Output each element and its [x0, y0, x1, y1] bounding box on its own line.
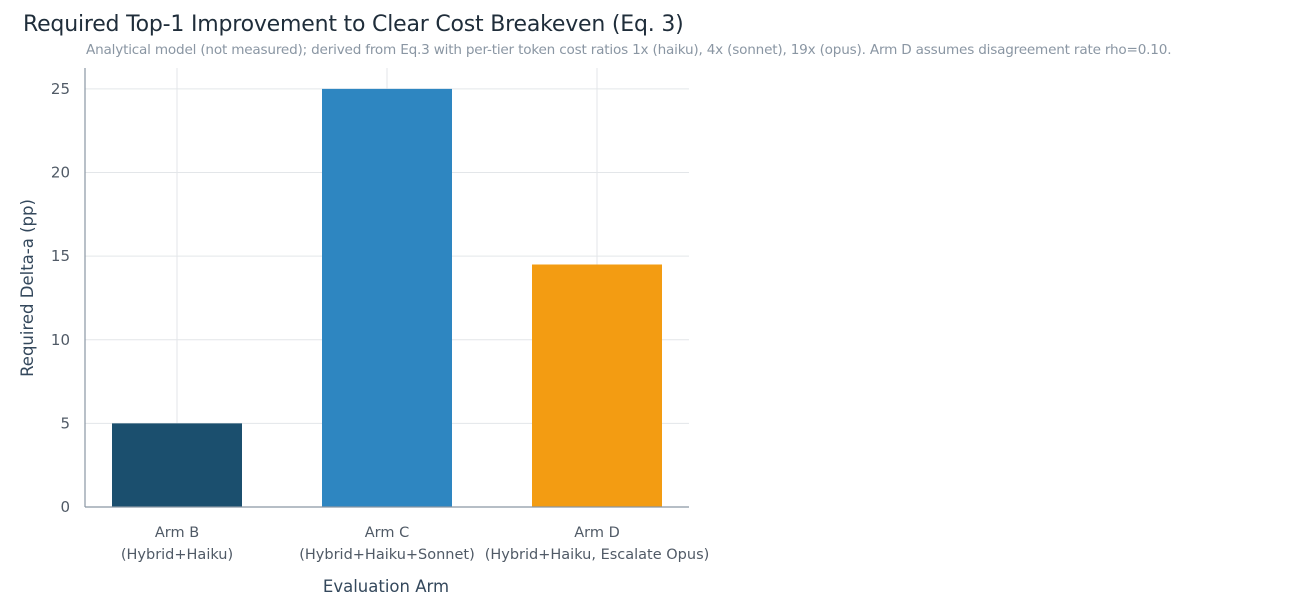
axes: [84, 68, 689, 508]
y-tick-label: 0: [60, 498, 70, 516]
x-tick-label: (Hybrid+Haiku+Sonnet): [299, 547, 475, 563]
x-tick-label: (Hybrid+Haiku): [121, 547, 233, 563]
bars: [112, 88, 662, 508]
y-tick-label: 15: [51, 247, 70, 265]
bar: [532, 264, 662, 507]
x-axis-label: Evaluation Arm: [323, 577, 449, 596]
x-tick-label: (Hybrid+Haiku, Escalate Opus): [485, 547, 710, 563]
bar: [322, 88, 452, 508]
tick-labels: 0 5 10 15 20 25 Arm B (Hybrid+Haiku) Arm C (Hybri…: [51, 80, 709, 563]
y-axis-label: Required Delta-a (pp): [18, 199, 37, 377]
chart-subtitle: Analytical model (not measured); derived…: [86, 42, 1172, 58]
chart-title: Required Top-1 Improvement to Clear Cost…: [23, 12, 684, 37]
y-tick-label: 20: [51, 164, 70, 182]
y-tick-label: 5: [60, 414, 70, 432]
x-tick-label: Arm B: [155, 525, 199, 541]
bar: [112, 423, 242, 507]
y-tick-label: 10: [51, 331, 70, 349]
y-tick-label: 25: [51, 80, 70, 98]
x-tick-label: Arm C: [365, 525, 409, 541]
x-tick-label: Arm D: [574, 525, 620, 541]
